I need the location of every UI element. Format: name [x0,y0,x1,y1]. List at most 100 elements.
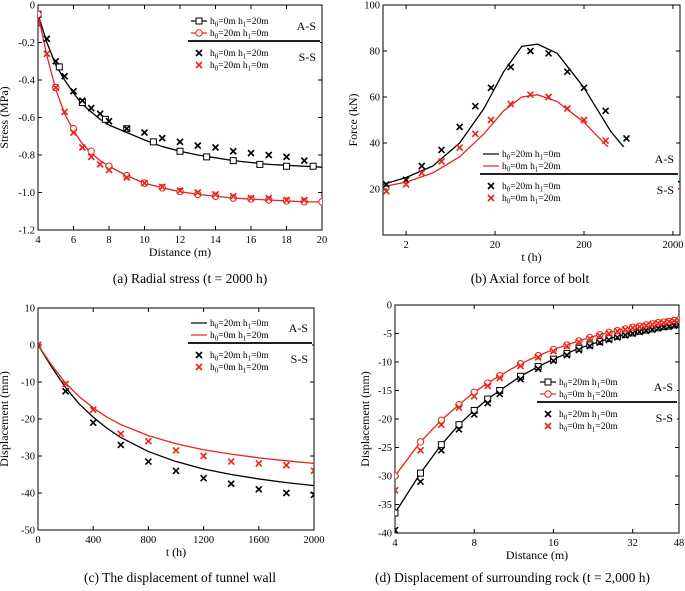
data-point-cross [648,320,656,328]
data-point-cross [484,399,492,407]
legend-text: 0m [256,351,269,361]
data-point-circle [300,198,308,206]
data-point-cross [487,84,495,92]
legend-entry-label: h0=20m h1=0m [210,29,269,41]
data-point-cross [62,387,70,395]
caption-c: (c) The displacement of tunnel wall [83,570,277,585]
legend-text: h [210,29,215,39]
y-tick-label: 0 [30,341,35,352]
data-point-circle [596,330,604,339]
data-point-cross [69,87,78,95]
data-point-cross [575,346,583,354]
data-point-cross [613,327,621,335]
data-point-cross [265,194,273,202]
data-point-square [563,349,571,357]
legend-bg [480,147,678,209]
x-tick-label: 16 [548,538,559,549]
legend-subscript: 1 [597,414,601,422]
legend-text: h [243,319,248,329]
legend-text: h [210,331,215,341]
data-point-cross [487,182,495,190]
series-group [395,316,679,533]
legend-text: 0m [573,390,588,400]
x-tick-label: 16 [246,235,257,246]
legend-text: 0m [573,422,588,432]
legend-text: 0m [256,319,269,329]
data-point-cross [255,459,263,467]
data-point-cross [455,425,463,433]
legend-subscript: 1 [248,323,252,331]
y-tick-label: 100 [364,1,380,12]
legend-group-label: S-S [291,352,308,366]
legend-text: h [238,363,243,373]
legend-text: 0m [548,182,561,192]
legend-text: h [530,194,535,204]
data-point-circle [395,472,399,480]
data-point-cross [621,331,629,339]
legend-entry-label: h0=20m h1=0m [210,319,269,331]
legend-text: h [210,319,215,329]
data-point-cross [544,410,552,418]
legend-text: = [246,17,251,27]
data-point-circle [549,345,558,354]
data-point-cross [563,68,571,76]
data-point-cross [62,380,70,388]
x-tick-label: 18 [281,235,292,246]
data-point-cross [516,362,525,370]
legend-text: h [210,363,215,373]
data-point-cross [89,406,97,414]
legend-text: h [238,49,243,59]
legend-subscript: 1 [592,394,596,402]
legend-subscript: 1 [243,335,247,343]
data-point-circle [586,333,594,342]
x-tick-label: 4 [35,235,41,246]
legend-subscript: 0 [507,186,511,194]
data-point-cross [195,49,203,57]
legend-text: h [502,194,507,204]
x-tick-label: 12 [175,235,186,246]
legend-text: 20m [224,29,243,39]
legend-text: h [243,61,248,71]
legend-text: 20m [516,150,535,160]
data-point-cross [144,437,152,445]
data-point-circle [416,438,425,446]
x-tick-label: 48 [674,538,685,549]
legend-text: = [251,61,256,71]
legend-text: 0m [605,378,618,388]
legend-text: h [243,29,248,39]
data-point-cross [282,461,290,469]
data-point-cross [487,116,495,124]
x-tick-label: 10 [139,235,150,246]
data-point-cross [105,166,113,174]
legend-text: = [567,390,572,400]
data-point-cross [176,187,184,195]
chart-a: 4 6 8 10 12 14 16 18 200-0.2-0.4-0.6-0.8-1.0-1.2… [0,1,327,260]
legend-text: = [218,49,223,59]
data-point-cross [418,169,426,177]
y-tick-label: -0.6 [18,113,35,124]
y-tick-label: -0.2 [18,38,35,49]
legend-text: = [218,363,223,373]
data-point-cross [43,35,51,43]
data-point-cross [636,323,644,331]
data-point-square [395,509,399,517]
legend-subscript: 1 [540,154,544,162]
legend-text: = [251,351,256,361]
legend-subscript: 0 [215,21,219,29]
caption-b: (b) Axial force of bolt [470,271,590,286]
data-point-circle [123,171,131,180]
y-tick-label: -10 [378,358,392,369]
legend-text: = [595,390,600,400]
data-point-cross [526,47,535,55]
legend-text: 0m [256,29,269,39]
y-tick-label: -20 [21,415,35,426]
data-point-cross [87,153,95,161]
x-tick-label: 20 [490,240,501,251]
legend-subscript: 1 [248,33,252,41]
data-point-cross [596,332,604,340]
legend-group-label: A-S [289,321,308,335]
